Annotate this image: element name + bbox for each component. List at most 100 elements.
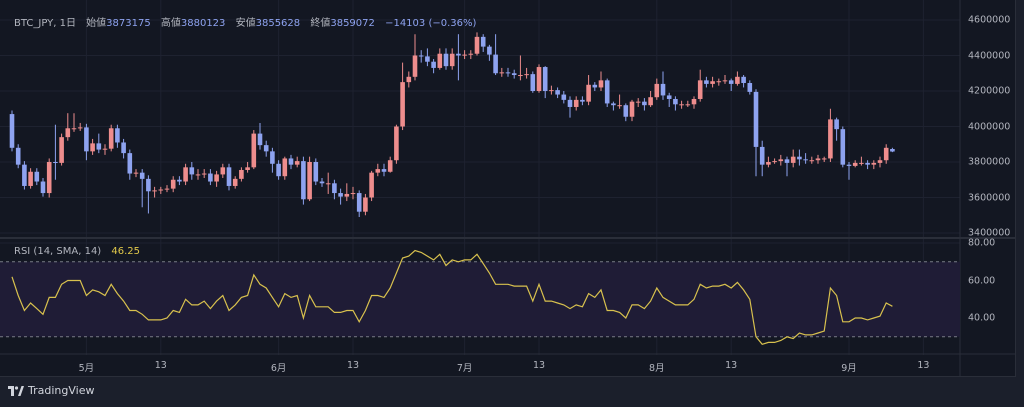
candle-down	[301, 161, 306, 200]
price-tick-label: 4600000	[968, 14, 1011, 26]
low-value: 3855628	[255, 18, 301, 29]
candle-down	[270, 151, 275, 164]
candle-up	[586, 84, 591, 102]
candle-up	[629, 101, 635, 117]
candle-up	[201, 173, 207, 175]
candle-up	[108, 128, 114, 149]
candle-down	[189, 167, 195, 175]
candle-up	[46, 162, 52, 194]
candle-down	[381, 169, 387, 172]
time-tick-label: 13	[532, 360, 546, 371]
symbol-interval[interactable]: BTC_JPY, 1日	[14, 18, 76, 29]
candle-up	[152, 190, 157, 192]
brand-name: TradingView	[28, 384, 95, 397]
candle-down	[797, 156, 802, 160]
candle-down	[338, 193, 343, 197]
candle-down	[418, 55, 424, 57]
candle-up	[394, 126, 399, 161]
candle-down	[313, 162, 319, 182]
candle-down	[177, 179, 182, 182]
time-tick-label: 13	[154, 360, 167, 371]
candle-down	[604, 80, 610, 104]
time-tick-label: 7月	[456, 363, 473, 374]
candle-down	[53, 162, 58, 163]
candle-up	[239, 169, 244, 179]
candle-down	[592, 84, 598, 88]
candle-down	[567, 99, 573, 107]
candle-up	[307, 162, 312, 200]
candle-up	[883, 147, 889, 161]
open-value: 3873175	[106, 18, 151, 29]
candle-down	[443, 53, 449, 67]
price-tick-label: 3800000	[968, 156, 1011, 168]
candle-up	[282, 158, 288, 177]
rsi-tick-label: 80.00	[968, 237, 996, 249]
candle-down	[356, 193, 362, 212]
candle-up	[815, 158, 821, 161]
candle-down	[747, 83, 753, 92]
candle-up	[387, 160, 393, 172]
candle-up	[325, 183, 331, 185]
candle-up	[598, 80, 604, 88]
candle-up	[635, 101, 641, 103]
candle-down	[642, 101, 647, 106]
candle-up	[573, 99, 579, 107]
candle-down	[487, 46, 492, 55]
time-tick-label: 13	[725, 360, 738, 371]
candle-up	[821, 158, 827, 160]
candle-up	[400, 82, 405, 127]
candle-up	[28, 171, 33, 186]
candle-up	[251, 133, 257, 168]
candle-up	[220, 167, 226, 175]
candle-down	[704, 80, 709, 84]
candle-down	[542, 67, 548, 91]
candle-down	[22, 164, 27, 186]
candle-up	[363, 197, 368, 212]
candle-up	[549, 90, 554, 92]
candle-down	[40, 181, 46, 194]
candle-up	[133, 172, 139, 174]
candle-down	[425, 56, 430, 62]
price-tick-label: 4000000	[968, 121, 1011, 132]
candle-up	[245, 167, 250, 170]
candle-down	[834, 119, 839, 130]
candle-down	[728, 80, 734, 84]
candle-up	[722, 80, 728, 82]
candle-down	[34, 171, 40, 182]
candle-up	[524, 74, 529, 76]
rsi-label[interactable]: RSI (14, SMA, 14)	[14, 246, 102, 257]
candle-down	[127, 153, 133, 174]
close-value: 3859072	[330, 18, 375, 29]
candle-up	[344, 193, 350, 197]
candle-down	[319, 181, 325, 184]
candle-down	[611, 103, 616, 106]
candle-down	[332, 183, 337, 194]
candle-up	[102, 148, 108, 150]
time-tick-label: 8月	[649, 363, 665, 374]
candle-up	[412, 55, 418, 77]
candle-up	[406, 76, 412, 83]
candle-down	[580, 99, 585, 102]
candle-down	[865, 162, 870, 165]
candle-down	[431, 61, 436, 68]
high-label: 高値	[160, 18, 181, 29]
candle-down	[666, 95, 672, 99]
price-tick-label: 4200000	[968, 85, 1011, 97]
candle-up	[59, 137, 64, 163]
candle-up	[852, 162, 858, 166]
candle-up	[232, 178, 238, 186]
candle-up	[462, 54, 467, 56]
candle-down	[276, 163, 281, 177]
candle-up	[71, 128, 77, 130]
candle-up	[716, 81, 722, 83]
tradingview-logo[interactable]: TradingView	[8, 384, 94, 397]
candle-up	[474, 36, 480, 54]
candle-up	[170, 179, 176, 189]
candle-down	[263, 145, 269, 152]
candle-up	[183, 167, 188, 182]
candle-down	[115, 128, 120, 143]
candle-down	[530, 74, 536, 91]
candle-up	[654, 83, 660, 98]
candle-down	[784, 159, 790, 163]
